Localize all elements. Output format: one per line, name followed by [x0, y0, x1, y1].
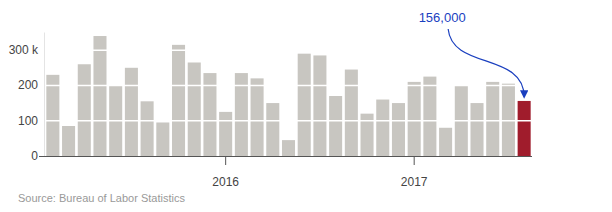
bar — [78, 64, 91, 156]
bar — [502, 84, 515, 156]
x-tick — [414, 157, 415, 165]
annotation-arrow — [448, 29, 524, 97]
bar — [392, 103, 405, 156]
y-tick-label: 200 — [18, 78, 38, 92]
bar — [266, 103, 279, 156]
y-tick-label: 100 — [18, 114, 38, 128]
bar — [329, 96, 342, 156]
x-tick-label: 2017 — [401, 175, 428, 189]
bar — [46, 75, 59, 156]
bar — [93, 36, 106, 156]
chart: 0 100 200 300 k 2016 2017 156,000 Source: Burea… — [0, 0, 612, 212]
grid-line — [45, 85, 532, 87]
bar — [298, 54, 311, 156]
grid-line — [45, 120, 532, 122]
bar — [62, 126, 75, 156]
bar — [156, 122, 169, 156]
bar — [251, 78, 264, 156]
y-axis-line — [44, 33, 45, 157]
bar — [423, 77, 436, 156]
bar — [408, 82, 421, 156]
baseline — [39, 156, 532, 157]
bars — [46, 36, 530, 156]
x-tick-label: 2016 — [212, 175, 239, 189]
bar — [282, 140, 295, 156]
x-tick — [225, 157, 226, 165]
source: Source: Bureau of Labor Statistics — [18, 192, 185, 204]
y-tick-label: 300 k — [9, 43, 39, 57]
bar — [313, 55, 326, 156]
bar — [439, 128, 452, 156]
bar — [470, 103, 483, 156]
y-tick-label: 0 — [31, 149, 38, 163]
bar — [141, 101, 154, 156]
bar — [188, 62, 201, 156]
bar — [125, 68, 138, 156]
bar — [345, 70, 358, 156]
bar — [219, 112, 232, 156]
bar — [376, 100, 389, 156]
bar — [486, 82, 499, 156]
bar — [518, 101, 531, 156]
grid-line — [45, 49, 532, 51]
bar — [172, 45, 185, 156]
annotation: 156,000 — [419, 10, 466, 25]
